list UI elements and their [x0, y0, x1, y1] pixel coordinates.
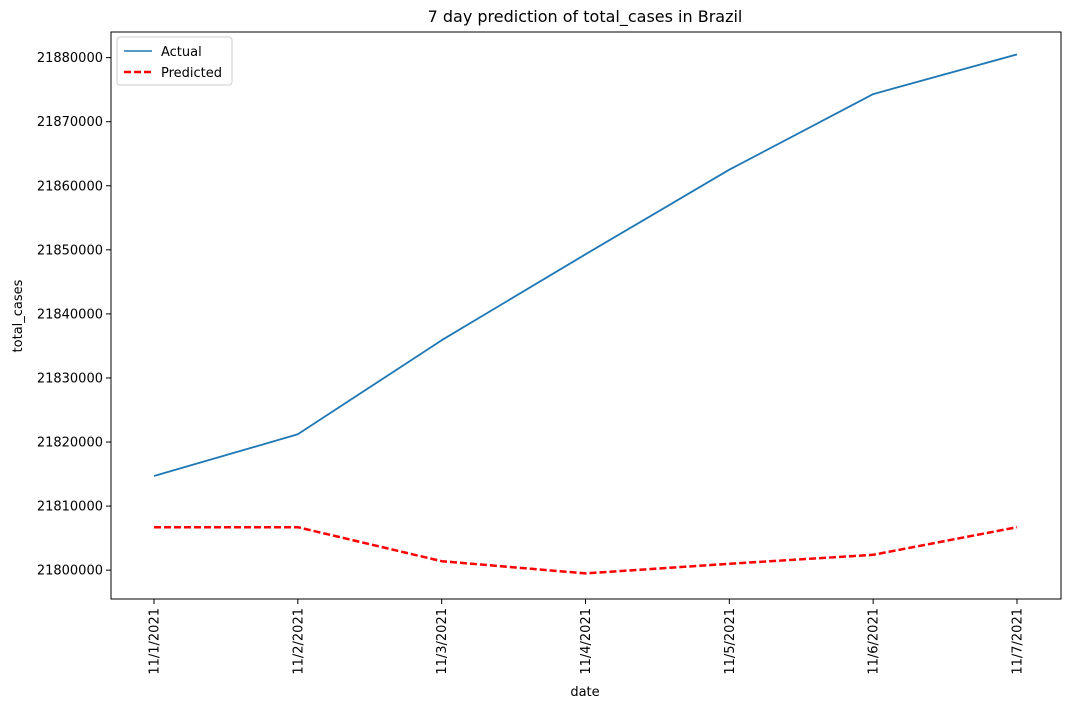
legend-label-actual: Actual	[161, 45, 202, 60]
y-tick-label: 21850000	[37, 243, 103, 258]
x-tick-label: 11/3/2021	[435, 608, 450, 675]
y-tick-label: 21860000	[37, 179, 103, 194]
y-tick-label: 21870000	[37, 115, 103, 130]
y-tick-label: 21800000	[37, 564, 103, 579]
series-line-predicted	[154, 525, 1018, 575]
y-tick-label: 21880000	[37, 51, 103, 66]
chart-legend: Actual Predicted	[116, 36, 233, 86]
x-tick-label: 11/5/2021	[723, 608, 738, 675]
x-axis-label: date	[570, 685, 599, 700]
legend-label-predicted: Predicted	[161, 66, 222, 81]
plot-area: 21800000 21810000 21820000 21830000 21840000…	[37, 31, 1062, 675]
chart-title: 7 day prediction of total_cases in Brazi…	[428, 7, 743, 27]
x-tick-label: 11/1/2021	[148, 608, 163, 675]
x-tick-label: 11/2/2021	[291, 608, 306, 675]
y-axis-ticks: 21800000 21810000 21820000 21830000 21840000…	[37, 51, 111, 579]
series-line-actual	[153, 53, 1018, 477]
y-tick-label: 21830000	[37, 371, 103, 386]
x-tick-label: 11/4/2021	[579, 608, 594, 675]
x-tick-label: 11/7/2021	[1011, 608, 1026, 675]
y-tick-label: 21820000	[37, 436, 103, 451]
series-layer	[153, 53, 1018, 575]
y-tick-label: 21810000	[37, 500, 103, 515]
x-axis-ticks: 11/1/2021 11/2/2021 11/3/2021 11/4/2021 11/5…	[148, 599, 1026, 675]
x-tick-label: 11/6/2021	[867, 608, 882, 675]
y-tick-label: 21840000	[37, 307, 103, 322]
y-axis-label: total_cases	[11, 279, 26, 352]
